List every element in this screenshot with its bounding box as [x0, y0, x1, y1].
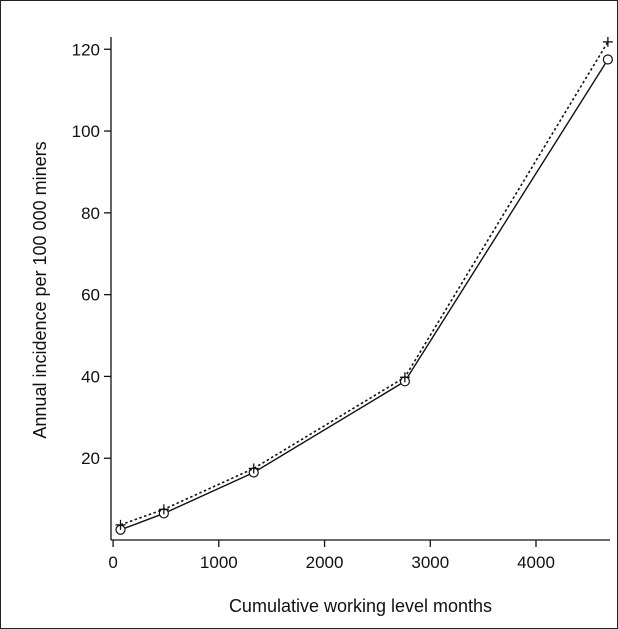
plus-point-marker	[602, 36, 613, 47]
dotted-series-line	[120, 41, 609, 526]
y-axis-ticks: 20 40 60 80 100 120	[72, 40, 111, 468]
y-tick-label: 100	[72, 122, 100, 141]
x-tick-label: 3000	[411, 553, 449, 572]
plus-point-marker	[399, 372, 410, 383]
x-axis-label: Cumulative working level months	[229, 596, 492, 616]
circle-point-marker	[602, 54, 613, 65]
solid-series-line	[120, 59, 609, 531]
x-axis-ticks: 0 1000 2000 3000 4000	[108, 540, 555, 572]
y-axis-label: Annual incidence per 100 000 miners	[30, 141, 50, 438]
plus-point-marker	[158, 504, 169, 515]
plus-point-marker	[115, 519, 126, 530]
y-tick-label: 20	[81, 449, 100, 468]
x-tick-label: 2000	[306, 553, 344, 572]
x-tick-label: 0	[108, 553, 117, 572]
plus-point-marker	[248, 463, 259, 474]
y-tick-label: 80	[81, 204, 100, 223]
x-tick-label: 1000	[200, 553, 238, 572]
y-tick-label: 60	[81, 286, 100, 305]
series-layer	[115, 36, 613, 535]
y-tick-label: 120	[72, 40, 100, 59]
y-tick-label: 40	[81, 367, 100, 386]
x-tick-label: 4000	[517, 553, 555, 572]
